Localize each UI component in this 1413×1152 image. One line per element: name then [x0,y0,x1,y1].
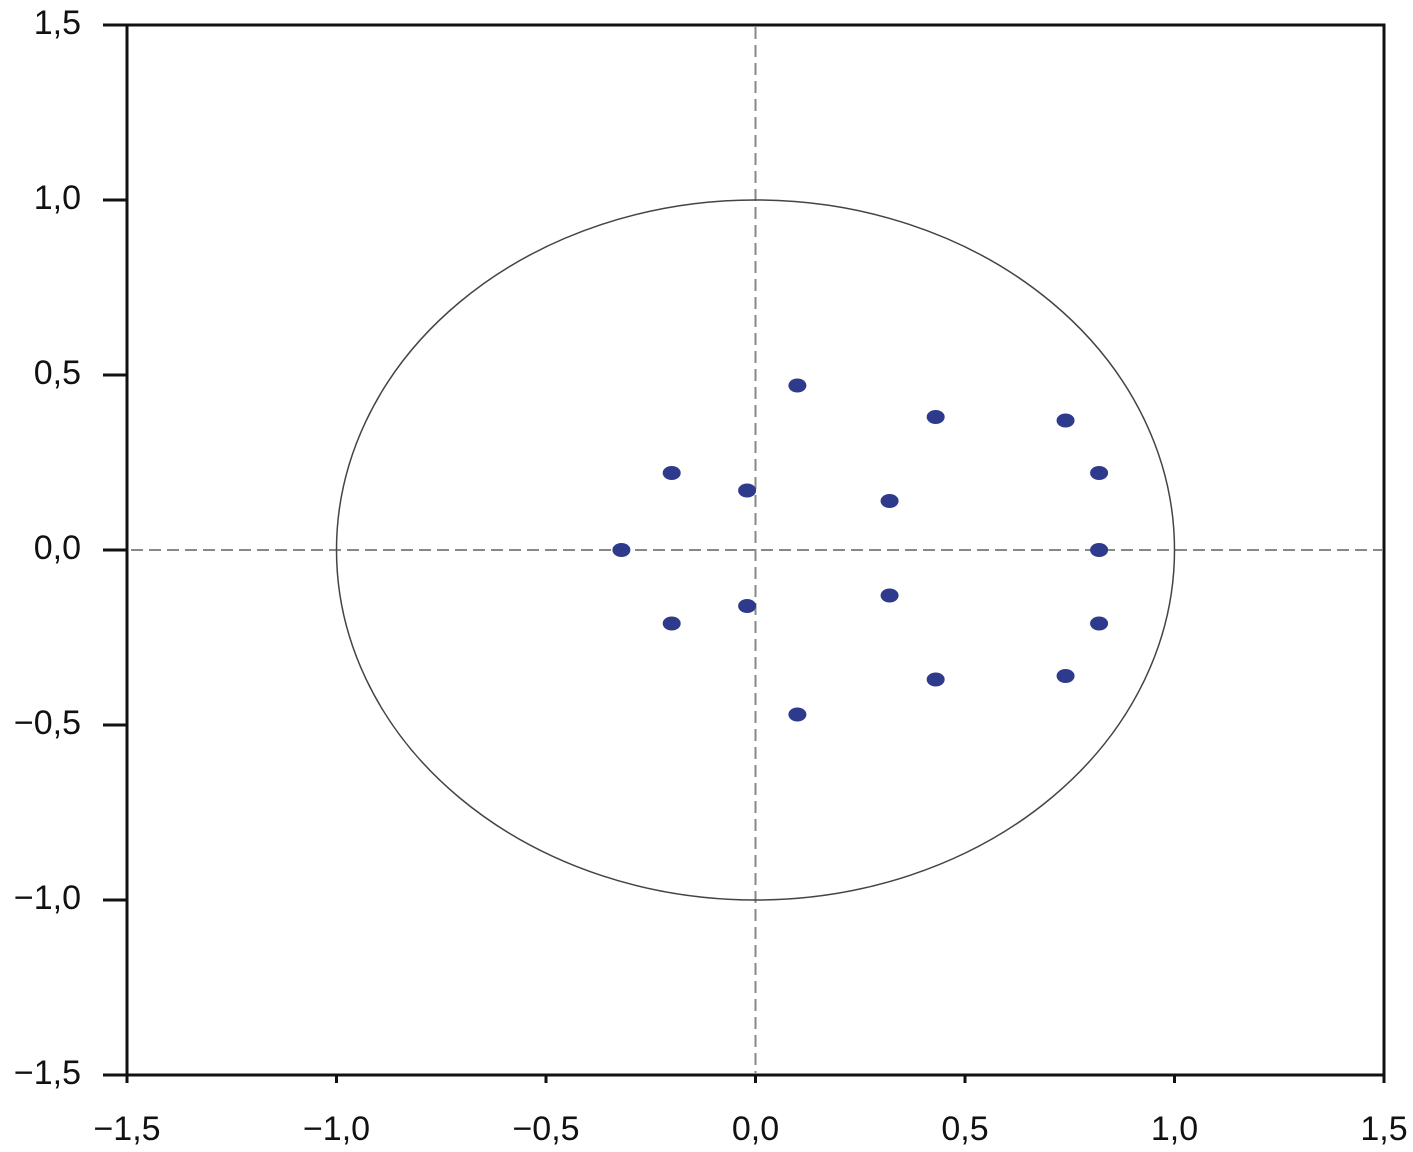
x-tick-label: 1,0 [1151,1110,1198,1148]
y-tick-label: 1,5 [34,4,81,42]
x-tick-label: 0,5 [941,1110,988,1148]
point [738,483,757,498]
y-tick-label: 1,0 [34,179,81,217]
point [1090,466,1109,480]
x-tick-label: −1,5 [93,1110,160,1148]
point [612,543,631,557]
point [788,707,807,722]
unit-circle [335,199,1176,901]
x-tick-label: −0,5 [512,1110,579,1148]
point [1090,543,1109,557]
point [1056,413,1075,428]
y-tick-label: 0,5 [34,354,81,392]
y-tick-label: 0,0 [34,529,81,567]
point [1090,616,1109,631]
point [788,378,807,393]
point [662,466,681,480]
point [926,672,945,687]
x-tick-label: 0,0 [732,1110,779,1148]
point [926,410,945,424]
point [880,588,899,603]
point [880,494,899,508]
x-tick-label: −1,0 [303,1110,370,1148]
x-tick-label: 1,5 [1360,1110,1407,1148]
y-tick-label: −0,5 [14,704,81,742]
point [738,599,757,613]
y-tick-label: −1,5 [14,1054,81,1092]
point [1056,669,1075,683]
point [662,616,681,631]
y-tick-label: −1,0 [14,879,81,917]
